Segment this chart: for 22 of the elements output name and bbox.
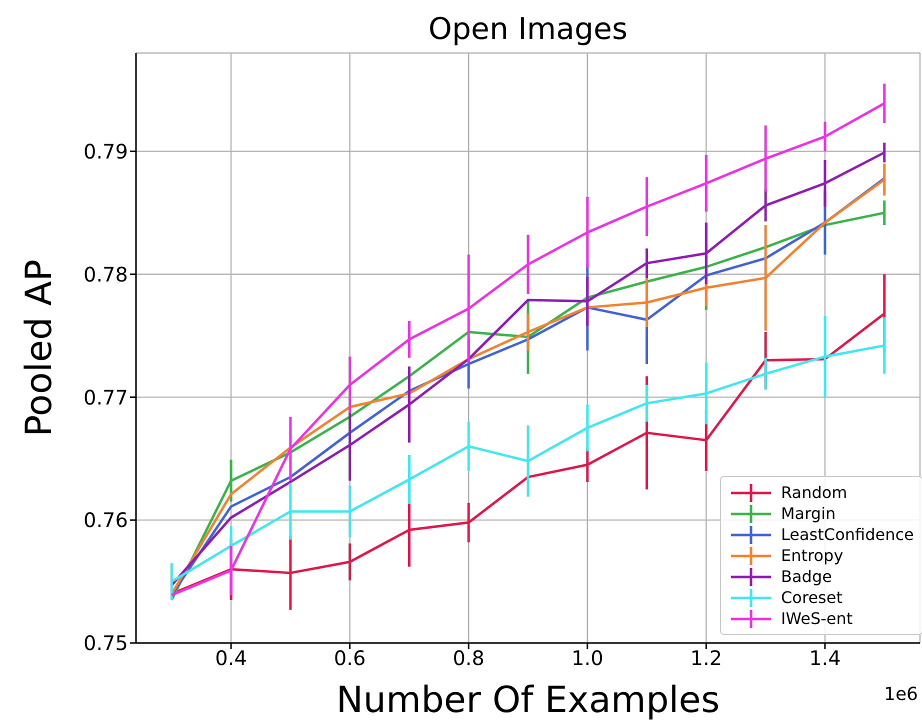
legend-label: LeastConfidence xyxy=(781,525,914,544)
x-tick-label: 0.4 xyxy=(215,646,247,670)
text: 1e6 xyxy=(884,684,918,705)
y-tick-label: 0.78 xyxy=(83,262,128,286)
legend-label: Random xyxy=(781,483,848,502)
y-tick-label: 0.79 xyxy=(83,139,128,164)
legend-label: IWeS-ent xyxy=(781,609,853,628)
x-axis-title: Number Of Examples xyxy=(336,680,720,721)
legend-label: Entropy xyxy=(781,546,844,565)
legend-label: Badge xyxy=(781,567,832,586)
x-tick-label: 0.8 xyxy=(452,646,485,670)
y-tick-label: 0.75 xyxy=(83,631,128,656)
x-tick-label: 0.6 xyxy=(334,646,366,670)
x-tick-label: 1.0 xyxy=(571,646,604,670)
y-tick-label: 0.76 xyxy=(83,508,128,532)
chart-title: Open Images xyxy=(427,12,629,47)
x-tick-label: 1.4 xyxy=(809,646,841,670)
legend-label: Coreset xyxy=(781,588,842,607)
x-tick-label: 1.2 xyxy=(690,646,722,670)
y-axis-title: Pooled AP xyxy=(18,259,60,437)
y-tick-label: 0.77 xyxy=(83,385,128,410)
legend-label: Margin xyxy=(781,504,836,523)
